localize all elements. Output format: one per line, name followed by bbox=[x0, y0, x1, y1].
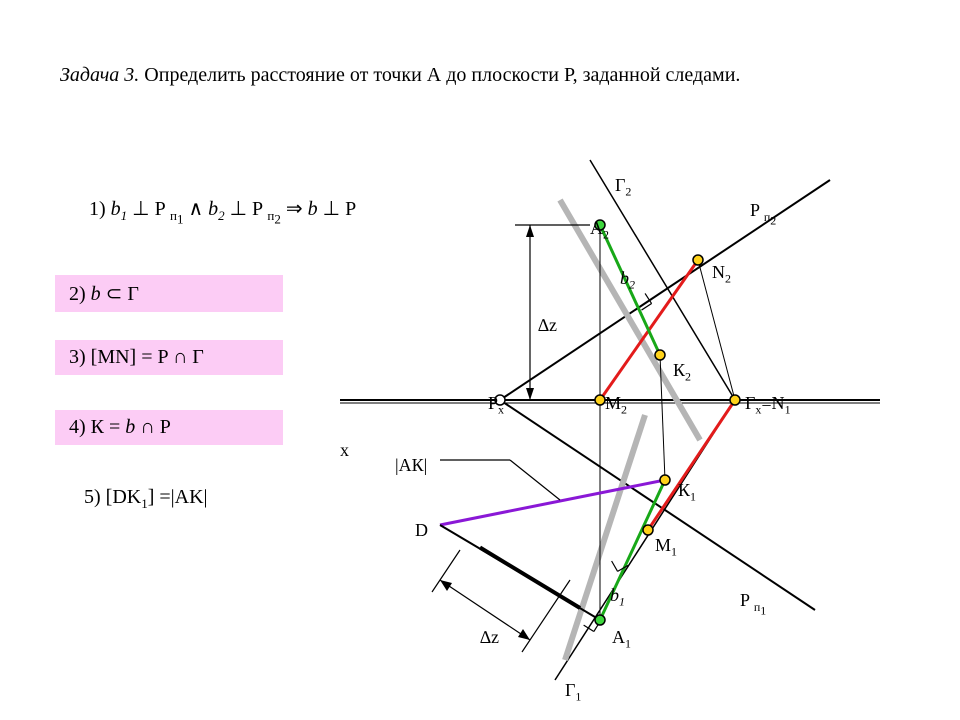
label-19: Г1 bbox=[565, 680, 581, 705]
label-17: ∆z bbox=[480, 627, 499, 648]
label-18: A1 bbox=[612, 627, 631, 652]
label-12: К1 bbox=[678, 480, 696, 505]
label-15: b1 bbox=[610, 585, 625, 610]
geometry-diagram bbox=[0, 0, 960, 720]
label-2: A2 bbox=[590, 218, 609, 243]
label-13: D bbox=[415, 520, 428, 541]
label-1: P п2 bbox=[750, 200, 776, 228]
label-6: К2 bbox=[673, 360, 691, 385]
label-16: P п1 bbox=[740, 590, 766, 618]
label-4: N2 bbox=[712, 262, 731, 287]
label-10: x bbox=[340, 440, 349, 461]
label-8: M2 bbox=[605, 393, 627, 418]
label-0: Г2 bbox=[615, 175, 631, 200]
label-7: Px bbox=[488, 393, 504, 418]
label-3: b2 bbox=[620, 268, 635, 293]
label-9: Гx≡N1 bbox=[745, 393, 791, 418]
label-14: M1 bbox=[655, 535, 677, 560]
label-11: |АК| bbox=[395, 455, 427, 476]
label-5: ∆z bbox=[538, 315, 557, 336]
